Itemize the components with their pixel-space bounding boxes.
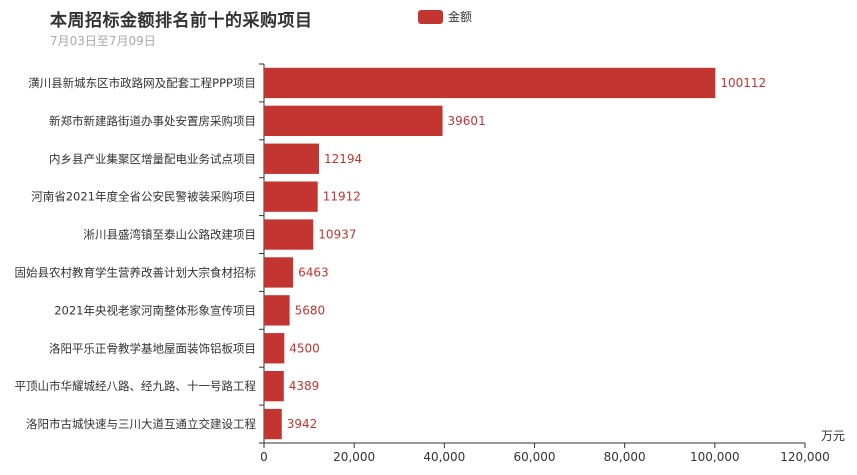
x-axis-label: 万元: [821, 429, 845, 443]
bar: [264, 143, 319, 174]
bar-value-label: 6463: [298, 265, 329, 279]
bar-value-label: 11912: [323, 190, 361, 204]
bar: [264, 257, 294, 288]
bar: [264, 181, 318, 212]
x-tick-label: 120,000: [780, 450, 830, 464]
y-category-label: 洛阳平乐正骨教学基地屋面装饰铝板项目: [49, 341, 256, 355]
y-category-label: 河南省2021年度全省公安民警被装采购项目: [31, 190, 256, 204]
y-category-label: 洛阳市古城快速与三川大道互通立交建设工程: [26, 417, 256, 431]
y-category-label: 固始县农村教育学生营养改善计划大宗食材招标: [15, 265, 257, 279]
y-category-label: 淅川县盛湾镇至泰山公路改建项目: [84, 228, 257, 242]
legend-label[interactable]: 金额: [448, 10, 473, 24]
x-tick-label: 60,000: [514, 450, 556, 464]
bar-value-label: 10937: [318, 228, 356, 242]
y-category-label: 平顶山市华耀城经八路、经九路、十一号路工程: [15, 379, 257, 393]
bar: [264, 408, 282, 440]
y-category-label: 2021年央视老家河南整体形象宣传项目: [54, 303, 256, 317]
x-tick-label: 20,000: [333, 450, 375, 464]
y-category-label: 潢川县新城东区市政路网及配套工程PPP项目: [28, 76, 256, 90]
legend-swatch[interactable]: [418, 9, 443, 24]
bar-value-label: 5680: [295, 303, 326, 317]
y-category-label: 内乡县产业集聚区增量配电业务试点项目: [49, 152, 256, 166]
bar: [264, 105, 443, 137]
bar: [264, 219, 314, 250]
legend[interactable]: 金额: [418, 8, 472, 25]
x-tick-label: 80,000: [604, 450, 646, 464]
bar-value-label: 4500: [289, 341, 320, 355]
bar-value-label: 4389: [289, 379, 320, 393]
x-tick-label: 40,000: [423, 450, 465, 464]
bar-value-label: 39601: [448, 114, 486, 128]
x-tick-label: 100,000: [690, 450, 740, 464]
chart-title: 本周招标金额排名前十的采购项目: [50, 11, 313, 31]
bar: [264, 67, 716, 99]
bar-value-label: 12194: [324, 152, 362, 166]
bar-value-label: 100112: [720, 76, 766, 90]
bar: [264, 370, 284, 402]
bar-value-label: 3942: [287, 417, 318, 431]
bar: [264, 295, 290, 326]
bar: [264, 333, 285, 364]
x-tick-label: 0: [260, 450, 268, 464]
y-category-label: 新郑市新建路街道办事处安置房采购项目: [49, 114, 256, 128]
chart-subtitle: 7月03日至7月09日: [50, 34, 156, 48]
